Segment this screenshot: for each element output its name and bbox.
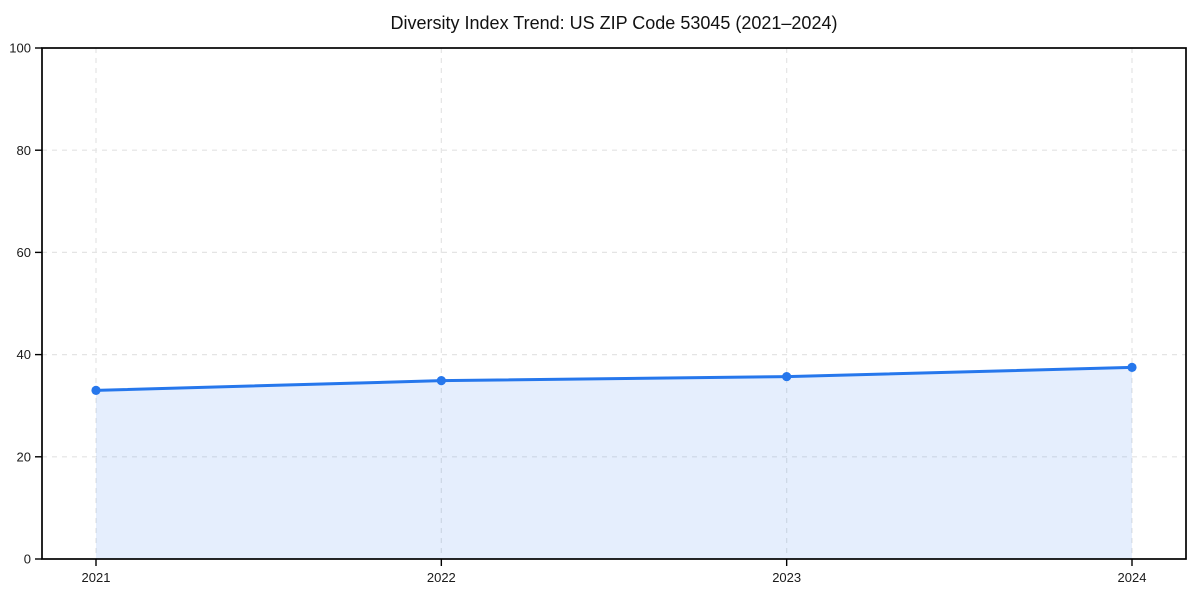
x-axis-tick-label: 2023 bbox=[772, 570, 801, 585]
plot-border bbox=[41, 47, 1187, 560]
data-point bbox=[91, 385, 101, 395]
y-axis-tick-label: 100 bbox=[9, 41, 31, 56]
y-axis-tick-label: 60 bbox=[17, 245, 31, 260]
x-axis-tick-label: 2024 bbox=[1118, 570, 1147, 585]
y-axis-tick-label: 0 bbox=[24, 552, 31, 567]
trend-line bbox=[94, 365, 1134, 392]
plot-area: 0 20 40 60 80 100 2021 2022 2023 2024 bbox=[9, 41, 1187, 585]
data-point bbox=[1127, 362, 1137, 372]
x-axis-tick-label: 2021 bbox=[82, 570, 111, 585]
data-point bbox=[436, 376, 446, 386]
y-axis-tick-label: 80 bbox=[17, 143, 31, 158]
chart-title: Diversity Index Trend: US ZIP Code 53045… bbox=[391, 13, 838, 33]
y-axis-tick-label: 40 bbox=[17, 347, 31, 362]
y-axis-tick-label: 20 bbox=[17, 449, 31, 464]
area-fill bbox=[96, 367, 1132, 559]
x-axis-tick-label: 2022 bbox=[427, 570, 456, 585]
data-point bbox=[782, 371, 792, 382]
